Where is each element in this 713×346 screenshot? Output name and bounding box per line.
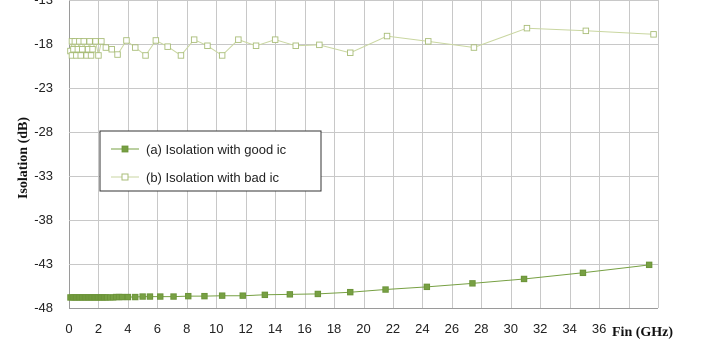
x-tick-label: 2 (95, 321, 102, 336)
data-point-bad-ic (77, 52, 84, 59)
x-tick-label: 34 (562, 321, 576, 336)
data-point-bad-ic (523, 24, 531, 32)
x-tick-label: 20 (356, 321, 370, 336)
legend-marker-bad-ic (121, 173, 129, 181)
data-point-bad-ic (123, 37, 130, 44)
x-tick-label: 36 (592, 321, 606, 336)
x-tick-label: 22 (386, 321, 400, 336)
data-point-good-ic (520, 275, 528, 283)
data-point-good-ic (314, 290, 322, 298)
data-point-bad-ic (152, 37, 160, 44)
x-tick-label: 18 (327, 321, 341, 336)
data-point-good-ic (170, 293, 177, 300)
data-point-bad-ic (235, 36, 242, 43)
y-tick-label: -33 (34, 168, 53, 183)
x-tick-label: 32 (533, 321, 547, 336)
y-tick-label: -43 (34, 256, 53, 271)
data-point-bad-ic (79, 46, 86, 53)
data-point-bad-ic (86, 38, 93, 45)
y-tick-label: -13 (34, 0, 53, 7)
data-point-good-ic (157, 293, 164, 300)
data-point-bad-ic (108, 46, 115, 53)
data-point-good-ic (579, 269, 587, 277)
series-layer (67, 24, 657, 301)
x-tick-label: 10 (209, 321, 223, 336)
grid-lines (69, 0, 659, 309)
y-tick-label: -23 (34, 80, 53, 95)
legend: (a) Isolation with good ic (b) Isolation… (99, 130, 322, 192)
data-point-good-ic (118, 293, 126, 301)
y-axis-title: Isolation (dB) (16, 117, 31, 199)
legend-marker-good-ic (121, 145, 129, 153)
data-point-bad-ic (177, 52, 185, 59)
x-tick-label: 4 (124, 321, 131, 336)
data-point-bad-ic (650, 31, 657, 38)
data-point-bad-ic (271, 36, 279, 43)
y-tick-label: -48 (34, 300, 53, 315)
tick-labels: 0 2 4 6 8 10 12 14 16 18 20 22 24 26 28 30 32 34 36-48-43-… (34, 0, 606, 336)
data-point-good-ic (124, 293, 132, 301)
x-tick-label: 28 (474, 321, 488, 336)
data-point-bad-ic (383, 32, 391, 40)
data-point-good-ic (261, 291, 269, 299)
data-point-good-ic (132, 293, 139, 301)
x-axis-title: Fin (GHz) (612, 325, 673, 340)
data-point-good-ic (645, 261, 653, 269)
x-tick-label: 26 (445, 321, 459, 336)
data-point-good-ic (382, 286, 389, 293)
data-point-good-ic (139, 293, 146, 300)
data-point-good-ic (347, 288, 354, 296)
x-tick-label: 16 (297, 321, 311, 336)
data-point-bad-ic (80, 38, 87, 45)
x-tick-label: 12 (238, 321, 252, 336)
data-point-bad-ic (102, 44, 110, 51)
x-tick-label: 14 (268, 321, 282, 336)
data-point-bad-ic (132, 44, 139, 51)
data-point-good-ic (286, 291, 294, 298)
data-point-bad-ic (114, 51, 121, 58)
data-point-good-ic (185, 292, 192, 300)
y-tick-label: -18 (34, 36, 53, 51)
data-point-bad-ic (425, 38, 432, 45)
data-point-good-ic (146, 293, 154, 300)
x-tick-label: 24 (415, 321, 429, 336)
data-point-bad-ic (95, 52, 102, 59)
x-tick-label: 6 (154, 321, 161, 336)
data-point-bad-ic (92, 38, 99, 45)
data-point-bad-ic (89, 46, 96, 53)
y-tick-label: -38 (34, 212, 53, 227)
data-point-good-ic (201, 292, 208, 300)
x-tick-label: 30 (504, 321, 518, 336)
data-point-bad-ic (470, 44, 478, 51)
data-point-good-ic (218, 292, 226, 299)
data-point-bad-ic (292, 42, 299, 49)
data-point-bad-ic (87, 52, 95, 59)
data-point-bad-ic (252, 42, 260, 49)
data-point-good-ic (423, 283, 431, 291)
legend-label-good-ic: (a) Isolation with good ic (146, 142, 287, 157)
legend-box (99, 130, 322, 192)
data-point-good-ic (239, 292, 246, 299)
x-tick-label: 8 (183, 321, 190, 336)
y-tick-label: -28 (34, 124, 53, 139)
data-point-bad-ic (582, 27, 590, 35)
data-point-bad-ic (218, 52, 226, 59)
data-point-good-ic (469, 280, 476, 287)
x-tick-label: 0 (65, 321, 72, 336)
data-point-bad-ic (347, 49, 354, 56)
data-point-bad-ic (164, 43, 171, 50)
data-point-bad-ic (190, 36, 198, 43)
data-point-bad-ic (204, 42, 211, 49)
data-point-bad-ic (98, 38, 105, 45)
data-point-bad-ic (316, 41, 323, 49)
data-point-bad-ic (142, 52, 149, 59)
legend-label-bad-ic: (b) Isolation with bad ic (146, 170, 279, 185)
